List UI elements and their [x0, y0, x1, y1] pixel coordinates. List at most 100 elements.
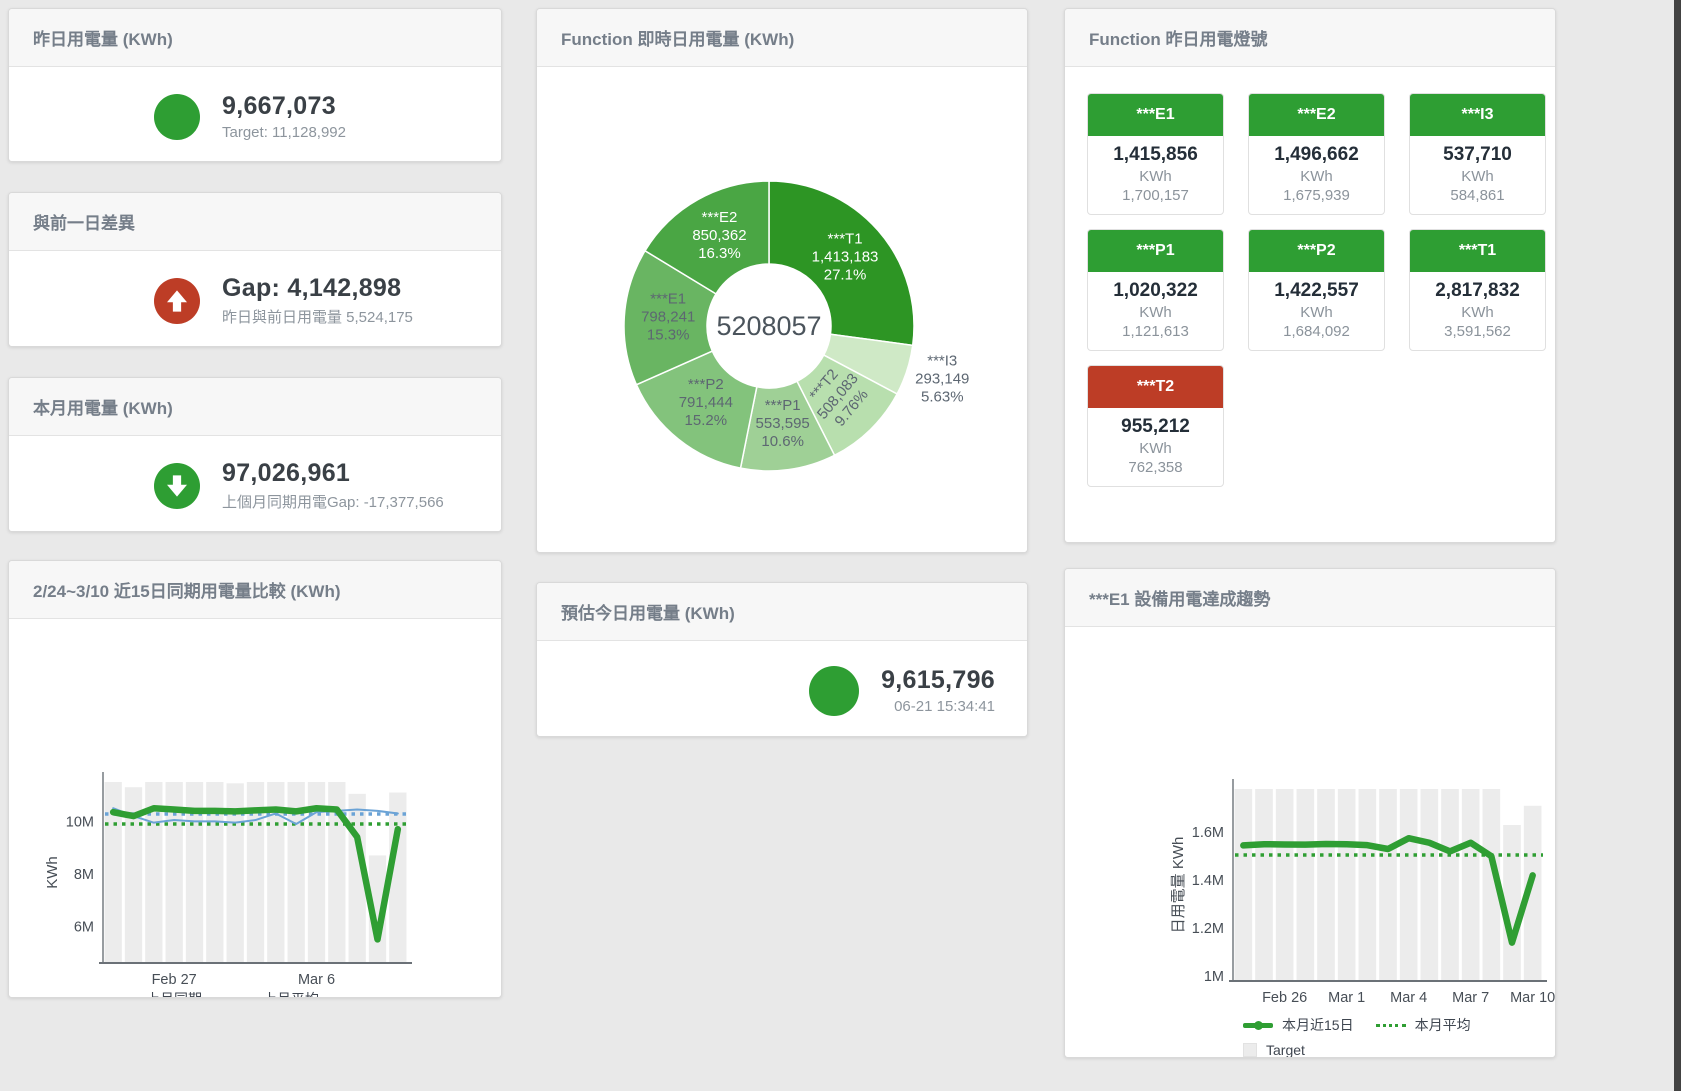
light-tile: ***I3 537,710 KWh 584,861	[1409, 93, 1546, 215]
card-title: 昨日用電量 (KWh)	[9, 9, 501, 67]
target-bar	[1275, 789, 1294, 981]
target-bar	[307, 782, 326, 963]
legend-swatch	[224, 998, 254, 999]
legend-item-Target[interactable]: Target	[1243, 1042, 1305, 1058]
x-tick-label: Mar 1	[1328, 990, 1365, 1006]
this-month-line	[1240, 834, 1536, 946]
tile-name-header: ***T2	[1088, 366, 1223, 408]
donut-slice-label: ***T1 1,413,183 27.1%	[812, 231, 879, 284]
tile-value: 1,415,856	[1113, 144, 1198, 165]
status-circle-green-icon	[809, 665, 860, 716]
target-bar	[246, 782, 265, 963]
x-tick-label: Feb 27	[152, 972, 197, 987]
tile-name-header: ***I3	[1410, 94, 1545, 136]
tile-target: 3,591,562	[1444, 323, 1511, 340]
tile-body: 1,020,322 KWh 1,121,613	[1088, 272, 1223, 350]
tile-unit: KWh	[1300, 168, 1333, 185]
tile-target: 1,121,613	[1122, 323, 1189, 340]
x-tick-label: Feb 26	[1262, 990, 1307, 1006]
target-bar	[1523, 805, 1542, 981]
tile-unit: KWh	[1139, 304, 1172, 321]
tile-body: 1,496,662 KWh 1,675,939	[1249, 136, 1384, 214]
e1-trend-chart-legend: 本月近15日 本月平均 Target	[1243, 1015, 1493, 1058]
legend-item-本月近15日[interactable]: 本月近15日	[1243, 1015, 1354, 1035]
y-axis-label: 日用電量 KWh	[1170, 837, 1187, 934]
target-bar	[328, 782, 346, 963]
card-month-usage: 本月用電量 (KWh) 97,026,961 上個月同期用電Gap: -17,3…	[8, 377, 502, 532]
tile-target: 584,861	[1450, 187, 1505, 204]
target-bar	[1317, 789, 1335, 981]
x-tick-label: Mar 4	[1390, 990, 1427, 1006]
month-usage-value: 97,026,961	[222, 459, 351, 487]
last-month-line	[112, 807, 399, 825]
target-bar	[1358, 789, 1377, 981]
tile-unit: KWh	[1461, 168, 1494, 185]
tile-target: 1,675,939	[1283, 187, 1350, 204]
target-bar	[145, 782, 163, 963]
x-tick-label: Mar 10	[1510, 990, 1555, 1006]
target-bar	[1441, 789, 1459, 981]
donut-slice-T1[interactable]	[768, 180, 915, 347]
gap-value: Gap: 4,142,898	[222, 274, 402, 302]
card-title: Function 即時日用電量 (KWh)	[537, 9, 1027, 67]
target-bar	[1420, 789, 1439, 981]
donut-slice-label: ***E1 798,241 15.3%	[641, 291, 695, 344]
legend-item-上月平均[interactable]: 上月平均	[224, 989, 319, 999]
donut-chart-canvas[interactable]: ***T1 1,413,183 27.1% ***I3 293,149 5.63% ***T…	[537, 67, 1027, 553]
target-bar	[1482, 789, 1501, 981]
compare-chart-legend: 上月同期上月平均本月近15日本月平均Target	[107, 989, 357, 999]
tile-value: 2,817,832	[1435, 280, 1520, 301]
tile-value: 537,710	[1443, 144, 1512, 165]
target-bar	[1296, 789, 1315, 981]
legend-label: 本月平均	[1414, 1017, 1471, 1033]
e1-trend-chart-canvas[interactable]: 1M 1.2M 1.4M 1.6M Feb 26 Mar 1 Mar 4 Mar 7 Mar 1…	[1065, 627, 1555, 1011]
light-tile: ***P1 1,020,322 KWh 1,121,613	[1087, 229, 1224, 351]
light-tile: ***T2 955,212 KWh 762,358	[1087, 365, 1224, 487]
target-bar	[185, 782, 204, 963]
arrow-up-icon	[154, 277, 200, 324]
light-tile: ***E2 1,496,662 KWh 1,675,939	[1248, 93, 1385, 215]
card-title: 2/24~3/10 近15日同期用電量比較 (KWh)	[9, 561, 501, 619]
tile-unit: KWh	[1300, 304, 1333, 321]
card-title: Function 昨日用電燈號	[1065, 9, 1555, 67]
target-bar	[206, 782, 224, 963]
light-tile: ***E1 1,415,856 KWh 1,700,157	[1087, 93, 1224, 215]
tile-body: 537,710 KWh 584,861	[1410, 136, 1545, 214]
light-tile: ***T1 2,817,832 KWh 3,591,562	[1409, 229, 1546, 351]
target-bar	[1503, 825, 1521, 981]
compare-chart-canvas[interactable]: 6M 8M 10M Feb 27 Mar 6 KWh	[9, 619, 501, 988]
donut-slice-label: ***P1 553,595 10.6%	[756, 397, 810, 450]
target-bar	[1379, 789, 1397, 981]
legend-label: Target	[1266, 1042, 1305, 1058]
donut-slice-label: ***P2 791,444 15.2%	[679, 376, 733, 429]
target-bar	[124, 787, 143, 963]
tile-unit: KWh	[1461, 304, 1494, 321]
tile-target: 762,358	[1128, 459, 1183, 476]
target-bar	[1337, 789, 1356, 981]
card-15day-compare-chart: 2/24~3/10 近15日同期用電量比較 (KWh) 6M 8M 10M Feb 2…	[8, 560, 502, 998]
legend-swatch	[1243, 1043, 1257, 1057]
target-bar	[226, 783, 244, 963]
tile-body: 955,212 KWh 762,358	[1088, 408, 1223, 486]
page-scrollbar[interactable]	[1674, 0, 1681, 1091]
target-bar	[1234, 789, 1253, 981]
y-tick-label: 6M	[74, 919, 94, 935]
card-title: 與前一日差異	[9, 193, 501, 251]
target-bar	[267, 782, 285, 963]
tile-unit: KWh	[1139, 168, 1172, 185]
legend-item-上月同期[interactable]: 上月同期	[107, 989, 202, 997]
tile-value: 1,496,662	[1274, 144, 1359, 165]
tile-body: 2,817,832 KWh 3,591,562	[1410, 272, 1545, 350]
donut-slice-label: ***T2508,0839.76%	[800, 359, 875, 435]
x-tick-label: Mar 7	[1452, 990, 1489, 1006]
month-usage-gap: 上個月同期用電Gap: -17,377,566	[222, 494, 444, 511]
card-gap-prev-day: 與前一日差異 Gap: 4,142,898 昨日與前日用電量 5,524,175	[8, 192, 502, 347]
card-realtime-donut: Function 即時日用電量 (KWh) ***T1 1,413,183 27.1…	[536, 8, 1028, 553]
arrow-down-icon	[154, 462, 200, 509]
legend-item-本月平均[interactable]: 本月平均	[1375, 1015, 1471, 1035]
card-yesterday-lights: Function 昨日用電燈號 ***E1 1,415,856 KWh 1,700,1…	[1064, 8, 1556, 543]
donut-slice-E2[interactable]	[644, 180, 770, 295]
tile-name-header: ***P1	[1088, 230, 1223, 272]
light-tile: ***P2 1,422,557 KWh 1,684,092	[1248, 229, 1385, 351]
yesterday-usage-value: 9,667,073	[222, 92, 336, 120]
